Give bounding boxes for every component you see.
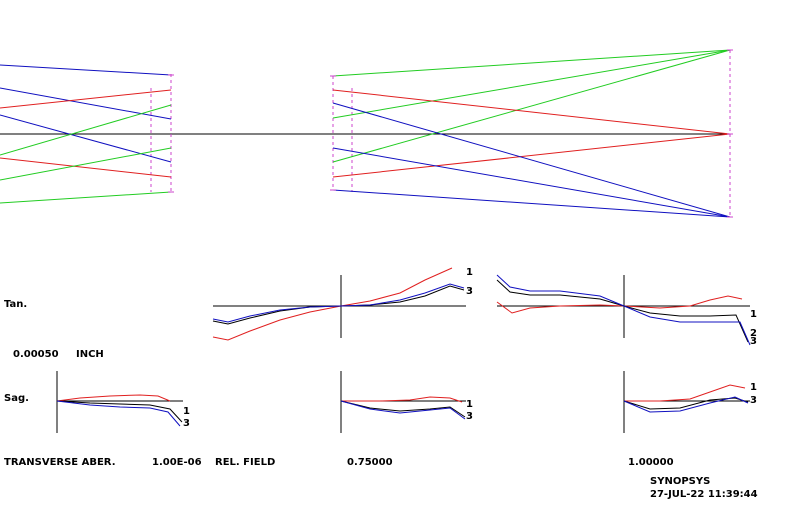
- sag-075-label-1: 1: [466, 399, 473, 410]
- sagittal-plots: [56, 371, 750, 433]
- right-ray-red-2: [332, 133, 731, 178]
- sag-1-curve-red: [56, 394, 171, 402]
- right-ray-green-3: [332, 49, 731, 163]
- transverse-aber-label: TRANSVERSE ABER.: [4, 457, 116, 468]
- left-ray-green-1: [0, 104, 172, 156]
- surface-markers: [168, 49, 733, 218]
- sag-075-curve-black: [340, 400, 466, 418]
- tan-075-label-3: 3: [466, 286, 473, 297]
- rel-field-label: REL. FIELD: [215, 457, 276, 468]
- sag-1-curve-blue: [56, 400, 181, 427]
- sag-1-curve-black: [56, 400, 183, 423]
- sag-1-label-3: 3: [183, 418, 190, 429]
- tan-075-curve-red: [212, 267, 453, 341]
- tangential-plots: [212, 267, 751, 346]
- left-ray-blue-1: [0, 64, 172, 76]
- sag-100-curve-red: [624, 384, 746, 402]
- tan-075-curve-black: [212, 285, 465, 325]
- left-ray-green-2: [0, 147, 172, 181]
- tan-100-curve-blue: [496, 274, 751, 346]
- scale-value: 0.00050: [13, 349, 59, 360]
- sag-075-label-3: 3: [466, 411, 473, 422]
- curve-number-labels: 1 3 1 2 3 1 3 1 3 1 3: [183, 267, 757, 429]
- scale-unit: INCH: [76, 349, 104, 360]
- right-ray-red-1: [332, 89, 731, 135]
- left-ray-red-2: [0, 157, 172, 178]
- left-ray-green-3: [0, 191, 172, 204]
- sag-label: Sag.: [4, 393, 29, 404]
- sag-1-label-1: 1: [183, 406, 190, 417]
- software-name: SYNOPSYS: [650, 476, 711, 487]
- tan-075-curve-blue: [212, 283, 465, 323]
- sag-100-curve-black: [623, 397, 749, 410]
- right-ray-green-1: [332, 49, 731, 77]
- sag-100-curve-blue: [623, 396, 749, 413]
- left-ray-blue-3: [0, 114, 172, 163]
- right-ray-blue-3: [332, 189, 731, 218]
- tan-100-curve-black: [496, 279, 749, 343]
- sag-075-curve-blue: [340, 400, 466, 420]
- field-100-value: 1.00000: [628, 457, 674, 468]
- tan-label: Tan.: [4, 299, 28, 310]
- field-075-value: 0.75000: [347, 457, 393, 468]
- timestamp: 27-JUL-22 11:39:44: [650, 489, 758, 500]
- ray-trace-layout: [0, 49, 733, 218]
- sag-100-label-1: 1: [750, 382, 757, 393]
- sag-075-curve-red: [341, 396, 463, 403]
- tan-100-label-1: 1: [750, 309, 757, 320]
- tan-100-label-3: 3: [750, 336, 757, 347]
- tan-075-label-1: 1: [466, 267, 473, 278]
- sag-100-label-3: 3: [750, 395, 757, 406]
- right-ray-blue-1: [332, 102, 731, 218]
- right-ray-blue-2: [332, 147, 731, 218]
- wavelength-value: 1.00E-06: [152, 457, 202, 468]
- tan-100-label-2: 2: [750, 328, 757, 339]
- right-ray-green-2: [332, 49, 731, 119]
- left-ray-red-1: [0, 89, 172, 109]
